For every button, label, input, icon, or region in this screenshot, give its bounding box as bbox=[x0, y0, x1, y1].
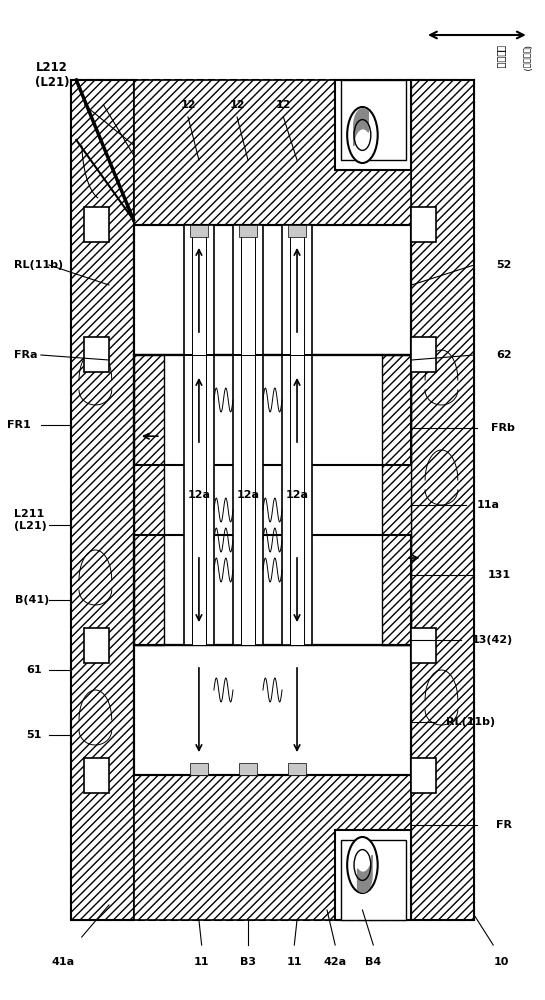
Bar bbox=[134, 355, 411, 645]
Bar bbox=[341, 80, 406, 160]
Bar bbox=[84, 758, 109, 792]
Text: 12a: 12a bbox=[237, 490, 259, 500]
Text: (上下方向): (上下方向) bbox=[522, 45, 530, 72]
Text: RL(11b): RL(11b) bbox=[446, 717, 495, 727]
Circle shape bbox=[347, 107, 378, 163]
Text: B4: B4 bbox=[365, 957, 382, 967]
Bar bbox=[190, 763, 208, 775]
Text: L212
(L21): L212 (L21) bbox=[34, 61, 69, 89]
Bar bbox=[411, 80, 474, 920]
Bar bbox=[241, 355, 255, 645]
Bar bbox=[134, 225, 411, 355]
Bar bbox=[282, 355, 312, 645]
Bar bbox=[84, 337, 109, 372]
Bar bbox=[341, 840, 406, 920]
Bar bbox=[134, 355, 164, 645]
Bar bbox=[288, 763, 306, 775]
Bar bbox=[411, 207, 436, 242]
Bar bbox=[134, 225, 411, 355]
Bar bbox=[233, 355, 263, 645]
Bar bbox=[411, 337, 436, 372]
Text: 62: 62 bbox=[496, 350, 512, 360]
Bar bbox=[134, 535, 411, 645]
Text: 42a: 42a bbox=[324, 957, 347, 967]
Text: 11: 11 bbox=[194, 957, 209, 967]
Bar bbox=[134, 535, 411, 645]
Bar bbox=[411, 628, 436, 663]
Text: B3: B3 bbox=[240, 957, 256, 967]
Bar bbox=[84, 207, 109, 242]
Text: 上下方向: 上下方向 bbox=[496, 45, 506, 68]
Text: 51: 51 bbox=[26, 730, 41, 740]
Bar bbox=[134, 645, 411, 775]
Bar bbox=[192, 225, 206, 355]
Bar bbox=[290, 355, 304, 645]
Bar bbox=[71, 80, 474, 920]
Text: 11a: 11a bbox=[477, 500, 500, 510]
Bar bbox=[134, 775, 411, 920]
Text: 12: 12 bbox=[180, 100, 196, 110]
Circle shape bbox=[347, 837, 378, 893]
Text: FRa: FRa bbox=[14, 350, 37, 360]
Text: 12a: 12a bbox=[286, 490, 308, 500]
Bar bbox=[184, 355, 214, 645]
Bar bbox=[134, 355, 411, 465]
Text: 13(42): 13(42) bbox=[471, 635, 513, 645]
Bar bbox=[134, 535, 411, 645]
Text: 12: 12 bbox=[276, 100, 291, 110]
Bar bbox=[192, 355, 206, 645]
Text: 131: 131 bbox=[488, 570, 511, 580]
Bar bbox=[184, 225, 214, 355]
Bar bbox=[241, 225, 255, 355]
Text: FR1: FR1 bbox=[7, 420, 31, 430]
Bar bbox=[134, 645, 411, 775]
Bar bbox=[190, 225, 208, 237]
Bar bbox=[335, 830, 411, 920]
Bar bbox=[84, 628, 109, 663]
Text: FR: FR bbox=[496, 820, 512, 830]
Bar bbox=[290, 225, 304, 355]
Text: RL(11b): RL(11b) bbox=[14, 260, 63, 270]
Text: 52: 52 bbox=[496, 260, 511, 270]
Text: 61: 61 bbox=[26, 665, 42, 675]
Text: 41a: 41a bbox=[51, 957, 74, 967]
Text: 12: 12 bbox=[229, 100, 245, 110]
Bar bbox=[134, 355, 411, 465]
Bar bbox=[134, 355, 411, 465]
Text: L211
(L21): L211 (L21) bbox=[14, 509, 46, 531]
Bar bbox=[282, 225, 312, 355]
Bar bbox=[382, 355, 411, 645]
Bar bbox=[411, 758, 436, 792]
Bar bbox=[134, 645, 411, 775]
Bar bbox=[335, 80, 411, 170]
Text: 11: 11 bbox=[287, 957, 302, 967]
Text: B(41): B(41) bbox=[15, 595, 50, 605]
Bar bbox=[71, 80, 134, 920]
Bar bbox=[134, 225, 411, 355]
Bar bbox=[134, 80, 411, 225]
Text: 10: 10 bbox=[494, 957, 509, 967]
Bar bbox=[233, 225, 263, 355]
Bar bbox=[239, 225, 257, 237]
Text: 12a: 12a bbox=[187, 490, 210, 500]
Bar bbox=[288, 225, 306, 237]
Text: FRb: FRb bbox=[490, 423, 514, 433]
Bar bbox=[239, 763, 257, 775]
